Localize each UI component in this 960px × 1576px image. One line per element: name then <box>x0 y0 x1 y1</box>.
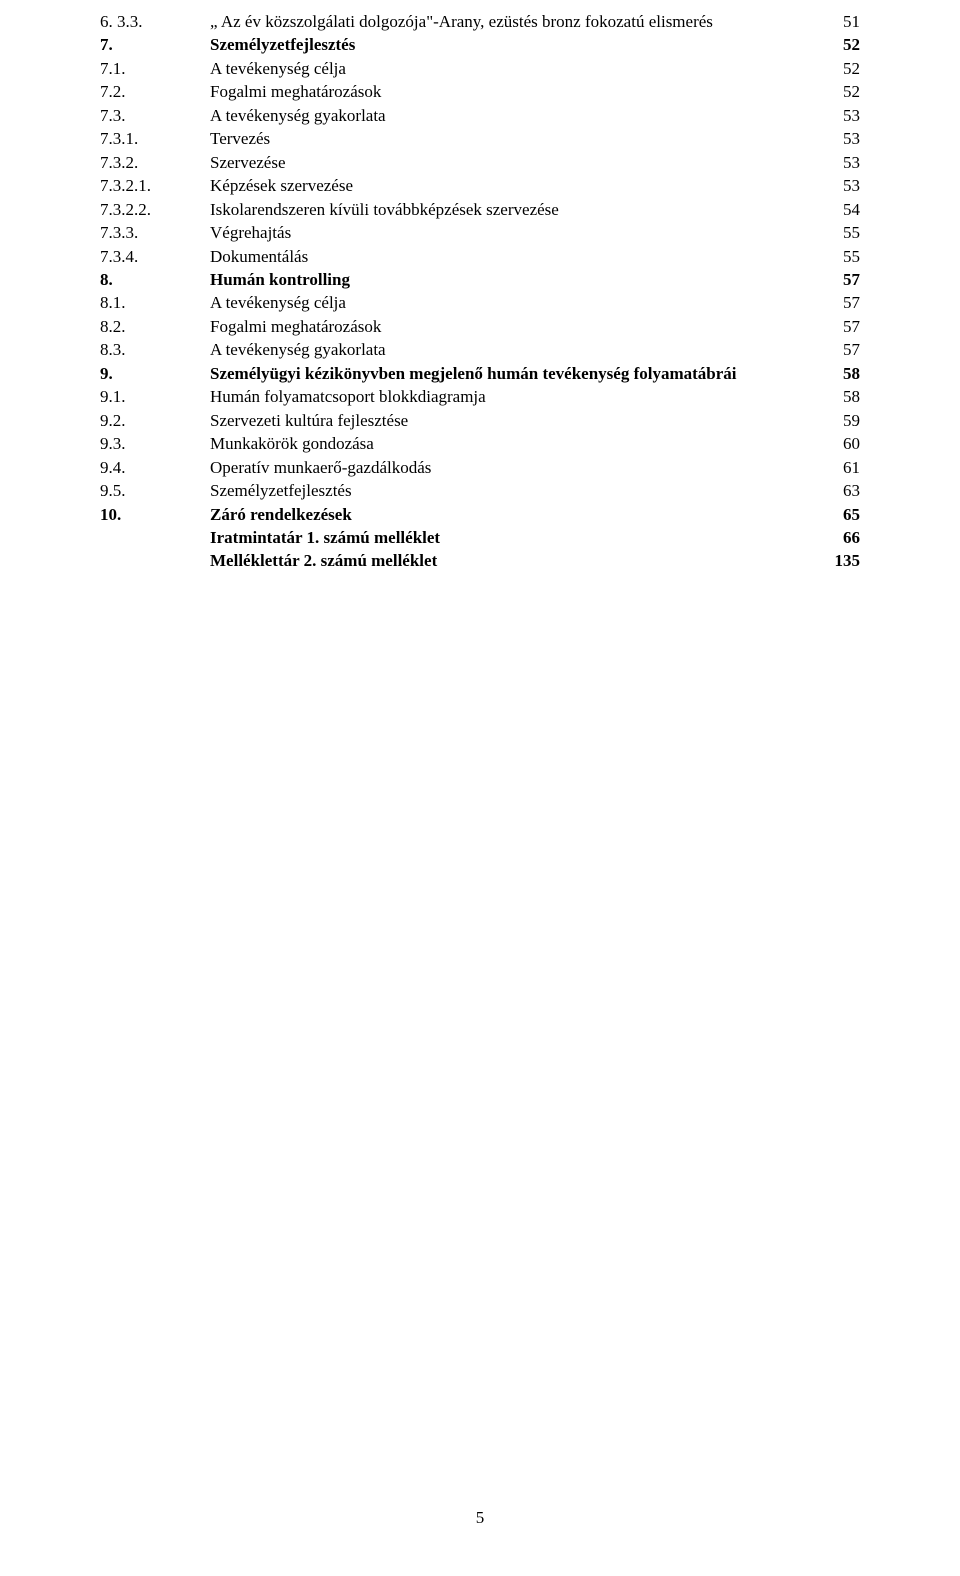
toc-page: 52 <box>812 80 860 103</box>
toc-title: Melléklettár 2. számú melléklet <box>210 549 812 572</box>
toc-title: Képzések szervezése <box>210 174 812 197</box>
toc-page: 57 <box>812 338 860 361</box>
toc-row: 7.3.3. Végrehajtás 55 <box>100 221 860 244</box>
toc-page: 53 <box>812 127 860 150</box>
toc-row: 7.3.2. Szervezése 53 <box>100 151 860 174</box>
toc-page: 59 <box>812 409 860 432</box>
toc-row: 7.3.2.2. Iskolarendszeren kívüli továbbk… <box>100 198 860 221</box>
toc-number: 9.5. <box>100 479 210 502</box>
toc-row: 9.4. Operatív munkaerő-gazdálkodás 61 <box>100 456 860 479</box>
toc-page: 58 <box>812 362 860 385</box>
toc-number: 7.3.4. <box>100 245 210 268</box>
toc-row: 8.2. Fogalmi meghatározások 57 <box>100 315 860 338</box>
toc-title: A tevékenység gyakorlata <box>210 338 812 361</box>
toc-row: 7.3.1. Tervezés 53 <box>100 127 860 150</box>
toc-page: 60 <box>812 432 860 455</box>
toc-row: 10. Záró rendelkezések 65 <box>100 503 860 526</box>
toc-title: Iskolarendszeren kívüli továbbképzések s… <box>210 198 812 221</box>
toc-page: 57 <box>812 268 860 291</box>
toc-title: Személyzetfejlesztés <box>210 479 812 502</box>
table-of-contents: 6. 3.3. „ Az év közszolgálati dolgozója"… <box>100 10 860 573</box>
toc-title: A tevékenység célja <box>210 57 812 80</box>
toc-number: 8. <box>100 268 210 291</box>
toc-number: 9.3. <box>100 432 210 455</box>
toc-row: 6. 3.3. „ Az év közszolgálati dolgozója"… <box>100 10 860 33</box>
toc-number: 8.3. <box>100 338 210 361</box>
toc-row: 9.5. Személyzetfejlesztés 63 <box>100 479 860 502</box>
toc-number: 9.4. <box>100 456 210 479</box>
toc-title: Fogalmi meghatározások <box>210 80 812 103</box>
toc-row: 7.3.4. Dokumentálás 55 <box>100 245 860 268</box>
toc-title: Végrehajtás <box>210 221 812 244</box>
toc-page: 66 <box>812 526 860 549</box>
toc-title: Záró rendelkezések <box>210 503 812 526</box>
toc-page: 58 <box>812 385 860 408</box>
toc-row: 8.1. A tevékenység célja 57 <box>100 291 860 314</box>
toc-page: 53 <box>812 104 860 127</box>
toc-number <box>100 526 210 549</box>
toc-page: 53 <box>812 174 860 197</box>
toc-title: Dokumentálás <box>210 245 812 268</box>
toc-number: 7.3.2. <box>100 151 210 174</box>
page-number: 5 <box>0 1508 960 1528</box>
toc-page: 53 <box>812 151 860 174</box>
toc-page: 55 <box>812 245 860 268</box>
toc-title: Személyügyi kézikönyvben megjelenő humán… <box>210 362 812 385</box>
toc-page: 52 <box>812 33 860 56</box>
toc-number: 8.2. <box>100 315 210 338</box>
toc-title: Tervezés <box>210 127 812 150</box>
toc-row: 7. Személyzetfejlesztés 52 <box>100 33 860 56</box>
toc-number: 7.3.3. <box>100 221 210 244</box>
toc-title: „ Az év közszolgálati dolgozója"-Arany, … <box>210 10 812 33</box>
toc-title: Humán folyamatcsoport blokkdiagramja <box>210 385 812 408</box>
toc-title: Személyzetfejlesztés <box>210 33 812 56</box>
toc-row: 9.2. Szervezeti kultúra fejlesztése 59 <box>100 409 860 432</box>
toc-number: 6. 3.3. <box>100 10 210 33</box>
toc-number: 9. <box>100 362 210 385</box>
toc-page: 57 <box>812 291 860 314</box>
document-page: 6. 3.3. „ Az év közszolgálati dolgozója"… <box>0 0 960 1576</box>
toc-number: 7.1. <box>100 57 210 80</box>
toc-number: 10. <box>100 503 210 526</box>
toc-row: 9.3. Munkakörök gondozása 60 <box>100 432 860 455</box>
toc-number: 8.1. <box>100 291 210 314</box>
toc-title: Humán kontrolling <box>210 268 812 291</box>
toc-page: 63 <box>812 479 860 502</box>
toc-page: 54 <box>812 198 860 221</box>
toc-title: A tevékenység célja <box>210 291 812 314</box>
toc-number: 9.1. <box>100 385 210 408</box>
toc-page: 135 <box>812 549 860 572</box>
toc-title: Szervezése <box>210 151 812 174</box>
toc-row: Iratmintatár 1. számú melléklet 66 <box>100 526 860 549</box>
toc-page: 51 <box>812 10 860 33</box>
toc-number: 7.3. <box>100 104 210 127</box>
toc-row: 7.1. A tevékenység célja 52 <box>100 57 860 80</box>
toc-row: 8. Humán kontrolling 57 <box>100 268 860 291</box>
toc-page: 65 <box>812 503 860 526</box>
toc-row: 9. Személyügyi kézikönyvben megjelenő hu… <box>100 362 860 385</box>
toc-number: 9.2. <box>100 409 210 432</box>
toc-title: Operatív munkaerő-gazdálkodás <box>210 456 812 479</box>
toc-row: Melléklettár 2. számú melléklet 135 <box>100 549 860 572</box>
toc-title: Munkakörök gondozása <box>210 432 812 455</box>
toc-number: 7.3.1. <box>100 127 210 150</box>
toc-title: Szervezeti kultúra fejlesztése <box>210 409 812 432</box>
toc-number: 7.3.2.1. <box>100 174 210 197</box>
toc-title: A tevékenység gyakorlata <box>210 104 812 127</box>
toc-title: Fogalmi meghatározások <box>210 315 812 338</box>
toc-page: 57 <box>812 315 860 338</box>
toc-number: 7. <box>100 33 210 56</box>
toc-number: 7.3.2.2. <box>100 198 210 221</box>
toc-page: 61 <box>812 456 860 479</box>
toc-number <box>100 549 210 572</box>
toc-row: 8.3. A tevékenység gyakorlata 57 <box>100 338 860 361</box>
toc-row: 9.1. Humán folyamatcsoport blokkdiagramj… <box>100 385 860 408</box>
toc-number: 7.2. <box>100 80 210 103</box>
toc-row: 7.3. A tevékenység gyakorlata 53 <box>100 104 860 127</box>
toc-page: 55 <box>812 221 860 244</box>
toc-page: 52 <box>812 57 860 80</box>
toc-row: 7.3.2.1. Képzések szervezése 53 <box>100 174 860 197</box>
toc-row: 7.2. Fogalmi meghatározások 52 <box>100 80 860 103</box>
toc-title: Iratmintatár 1. számú melléklet <box>210 526 812 549</box>
